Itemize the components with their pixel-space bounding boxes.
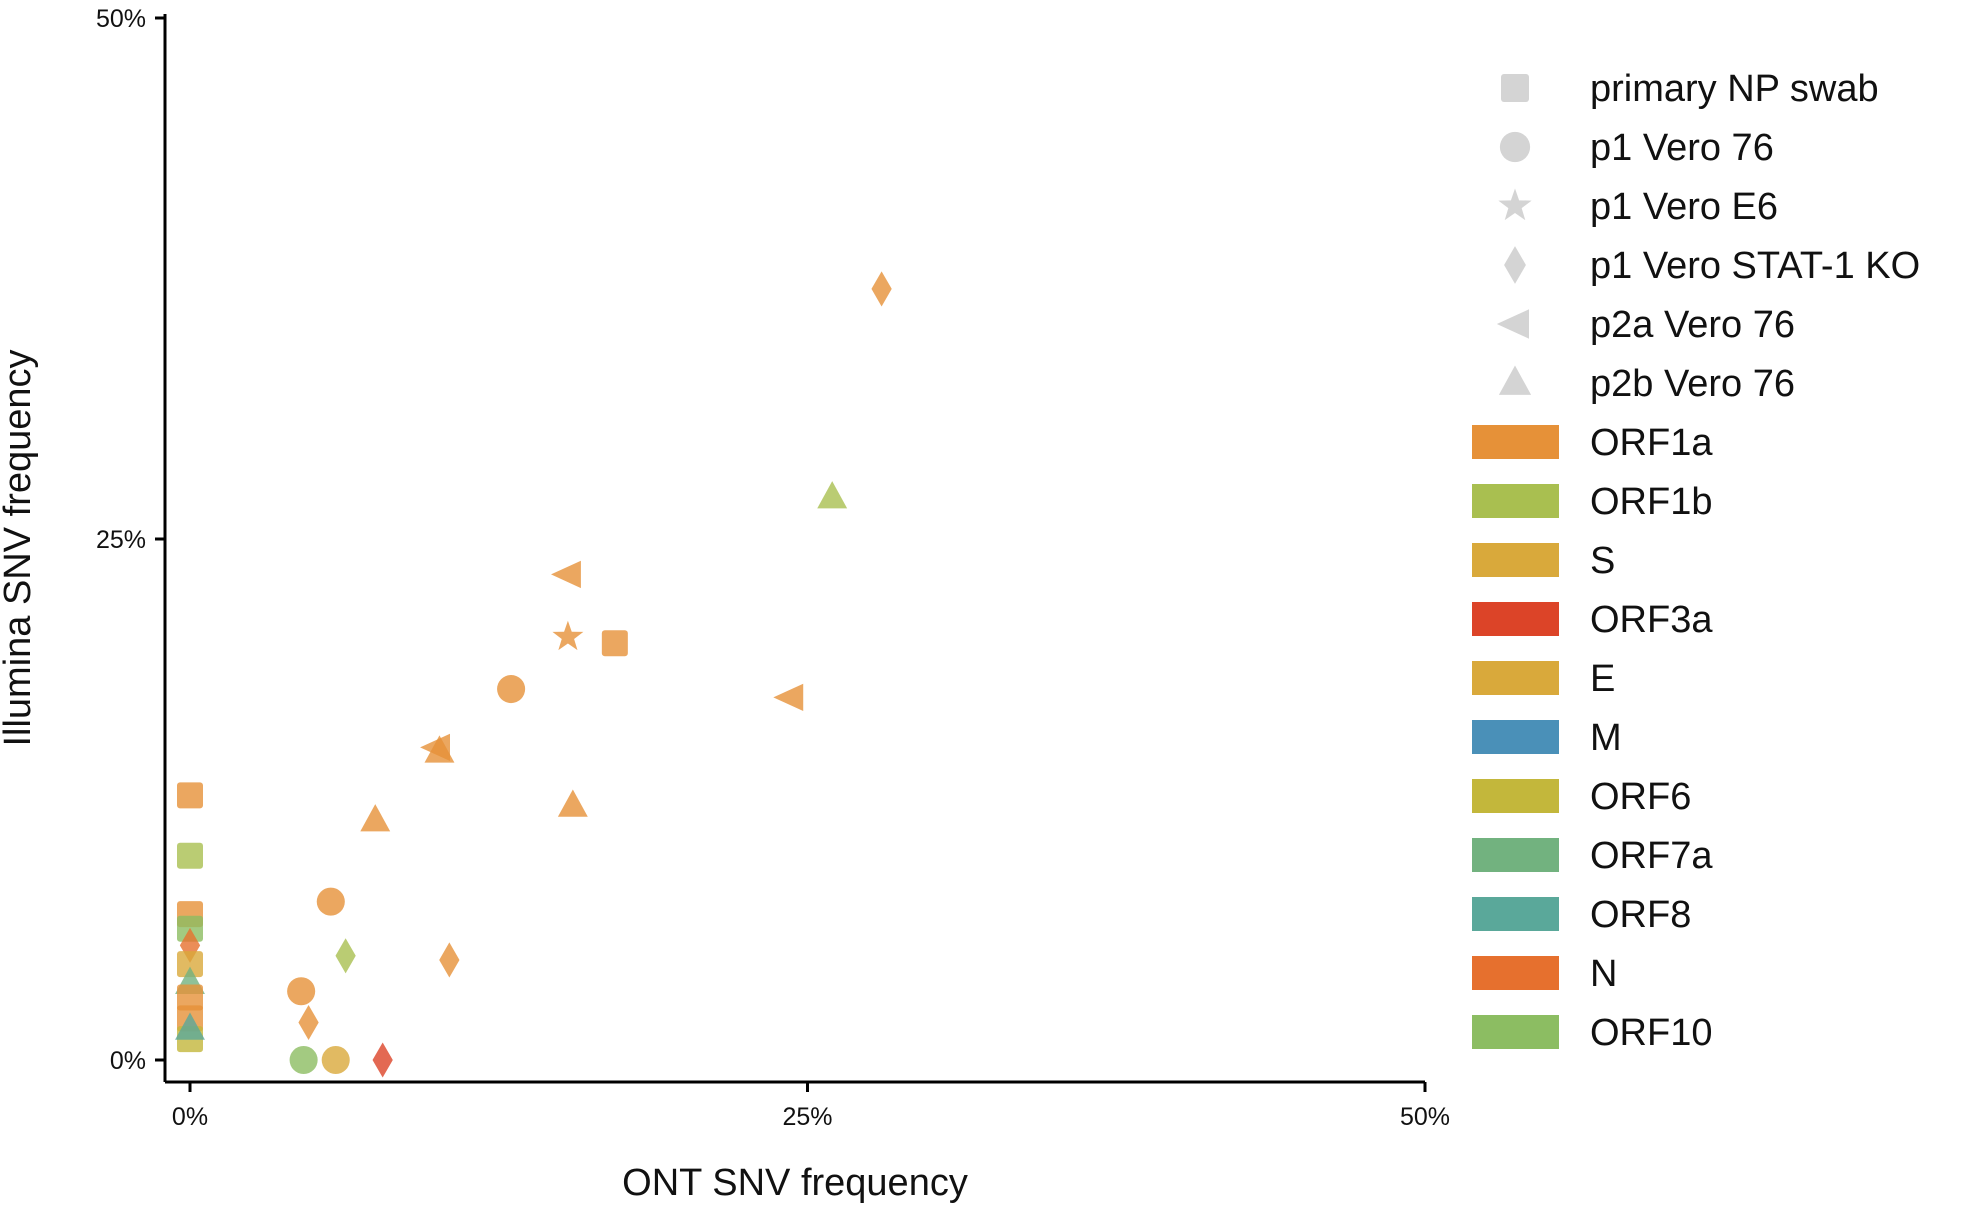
legend-marker-square — [1501, 74, 1529, 102]
axes — [163, 14, 1425, 1084]
data-point — [871, 271, 892, 307]
ticks: 0% 0% 25% 25% 50% 50% — [96, 5, 1450, 1131]
data-point — [177, 951, 203, 978]
data-point — [360, 804, 391, 832]
legend-swatch — [1472, 779, 1559, 813]
legend-label: ORF3a — [1590, 599, 1713, 641]
legend-swatch — [1472, 484, 1559, 518]
data-point — [177, 842, 203, 869]
legend-swatch — [1472, 1015, 1559, 1049]
data-point — [335, 938, 356, 974]
data-point — [552, 620, 584, 651]
data-point — [601, 630, 628, 657]
legend-swatch — [1472, 661, 1559, 695]
legend-swatch — [1472, 602, 1559, 636]
legend: primary NP swab p1 Vero 76 p1 Vero E6 p1 Ve… — [1472, 68, 1920, 1054]
legend-label: p2a Vero 76 — [1590, 304, 1795, 346]
legend-marker-triangle-up — [1498, 365, 1532, 395]
data-point — [177, 984, 203, 1011]
data-point — [372, 1042, 393, 1078]
legend-marker-diamond — [1504, 246, 1526, 284]
data-point — [177, 782, 203, 809]
legend-swatch — [1472, 897, 1559, 931]
legend-label: M — [1590, 717, 1622, 759]
legend-swatch — [1472, 543, 1559, 577]
legend-label: primary NP swab — [1590, 68, 1879, 110]
y-axis-title: Illumina SNV frequency — [0, 349, 39, 746]
data-point — [557, 789, 588, 817]
legend-label: ORF1a — [1590, 422, 1713, 464]
data-point — [817, 481, 848, 509]
legend-label: ORF10 — [1590, 1012, 1712, 1054]
legend-label: ORF6 — [1590, 776, 1691, 818]
data-point — [287, 977, 316, 1006]
data-point — [773, 683, 804, 712]
data-point — [497, 675, 526, 704]
data-point — [439, 942, 460, 978]
legend-marker-circle — [1499, 131, 1531, 163]
legend-swatch — [1472, 956, 1559, 990]
x-tick-label: 25% — [782, 1103, 832, 1131]
y-tick-label: 0% — [110, 1047, 146, 1075]
data-point — [179, 927, 201, 963]
legend-label: p2b Vero 76 — [1590, 363, 1795, 405]
legend-label: p1 Vero E6 — [1590, 186, 1778, 228]
legend-label: ORF7a — [1590, 835, 1713, 877]
legend-label: ORF8 — [1590, 894, 1691, 936]
data-point — [424, 735, 455, 763]
legend-label: N — [1590, 953, 1617, 995]
data-point — [289, 1045, 318, 1075]
data-point — [551, 560, 581, 589]
legend-marker-star — [1498, 188, 1532, 221]
data-point — [298, 1004, 319, 1041]
y-tick-label: 50% — [96, 5, 146, 33]
legend-label: p1 Vero 76 — [1590, 127, 1774, 169]
x-axis-title: ONT SNV frequency — [622, 1162, 968, 1204]
y-tick-label: 25% — [96, 526, 146, 554]
x-tick-label: 0% — [172, 1103, 208, 1131]
data-point — [321, 1045, 350, 1075]
data-point — [316, 887, 345, 916]
data-point — [175, 1012, 205, 1040]
legend-label: S — [1590, 540, 1615, 582]
legend-label: p1 Vero STAT-1 KO — [1590, 245, 1920, 287]
data-points — [175, 271, 892, 1078]
legend-swatch — [1472, 720, 1559, 754]
x-tick-label: 50% — [1400, 1103, 1450, 1131]
legend-label: ORF1b — [1590, 481, 1712, 523]
legend-marker-triangle-left — [1496, 309, 1529, 339]
legend-swatch — [1472, 425, 1559, 459]
legend-swatch — [1472, 838, 1559, 872]
legend-label: E — [1590, 658, 1615, 700]
